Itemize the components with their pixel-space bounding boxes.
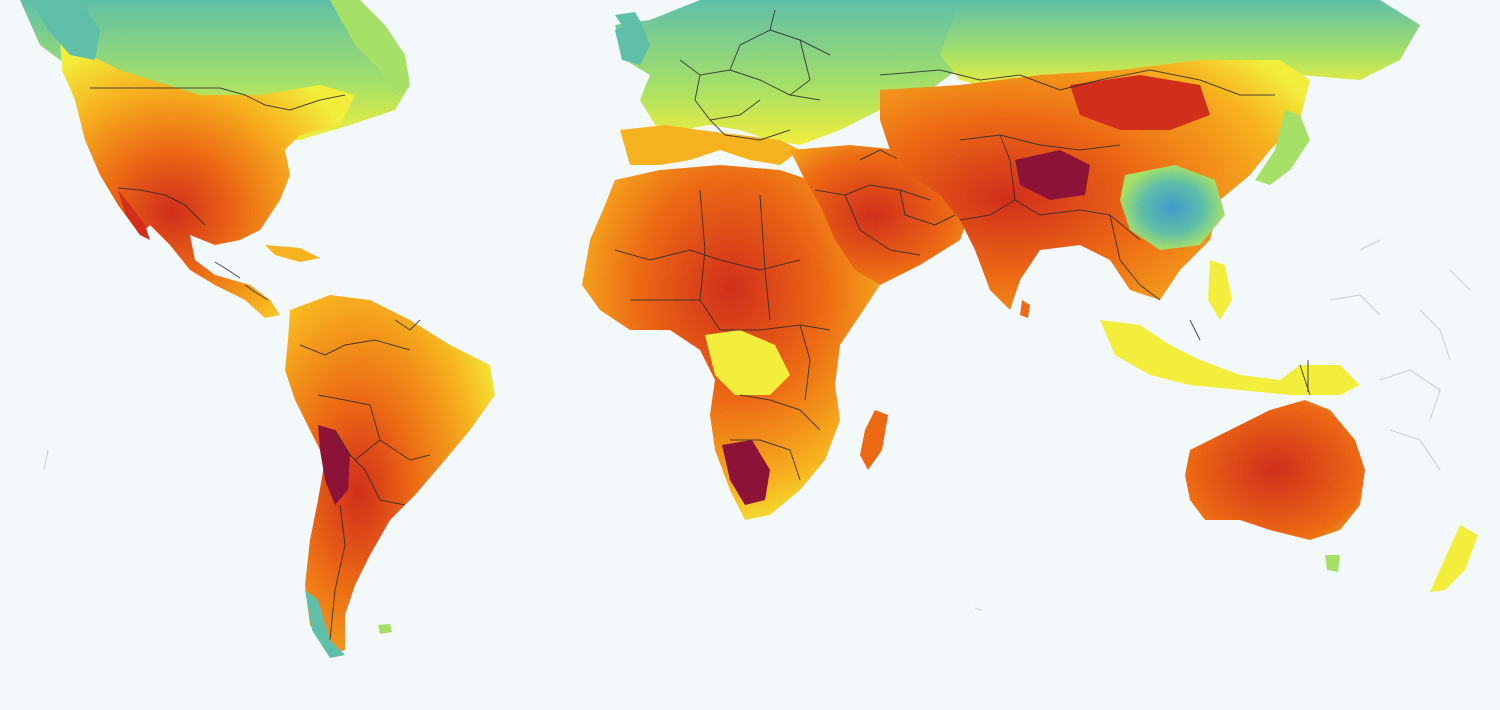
- mongolia-highland-land: [1070, 75, 1210, 130]
- alaska-coast-land: [30, 0, 100, 60]
- usa-canada-border: [90, 87, 346, 111]
- south-america-land: [285, 295, 495, 655]
- asia: [879, 0, 1420, 396]
- iceland-land: [615, 12, 642, 30]
- kalahari-land: [722, 440, 770, 505]
- philippines-land: [1208, 260, 1232, 320]
- tibet-highland-land: [1015, 150, 1090, 200]
- europe: [615, 0, 980, 165]
- tasmania-land: [1325, 555, 1340, 572]
- patagonia-tip-land: [305, 590, 345, 658]
- pacific-island-outlines: [1329, 239, 1471, 471]
- southern-europe-land: [620, 125, 800, 165]
- greenland-edge-land: [330, 0, 410, 95]
- middle-east-borders: [814, 149, 956, 256]
- sri-lanka-land: [1020, 300, 1030, 318]
- oceania: [1185, 239, 1478, 592]
- north-america: [20, 0, 410, 318]
- asia-land: [880, 60, 1310, 310]
- caribbean-islands-land: [265, 245, 320, 262]
- japan-land: [1255, 110, 1310, 185]
- northern-asia-land: [940, 0, 1420, 90]
- new-zealand-land: [1430, 525, 1478, 592]
- africa-borders: [614, 189, 831, 481]
- atlantic-speck: [974, 607, 983, 611]
- central-america-borders: [214, 261, 269, 301]
- minor-islands: [43, 12, 1030, 634]
- australia-land: [1185, 400, 1365, 540]
- south-america: [285, 295, 495, 658]
- usa-mexico-border: [117, 187, 206, 226]
- central-africa-land: [705, 330, 790, 395]
- baja-california-land: [118, 190, 150, 240]
- falklands-land: [378, 624, 392, 634]
- africa: [582, 165, 888, 520]
- south-america-borders: [299, 319, 431, 641]
- north-america-land: [60, 40, 355, 318]
- southeast-asia-islands-land: [1100, 320, 1360, 395]
- madagascar-land: [860, 410, 888, 470]
- southern-china-land: [1120, 165, 1225, 250]
- hawaii-speck: [43, 449, 49, 471]
- andes-highland-land: [318, 425, 350, 505]
- europe-borders: [679, 9, 831, 141]
- europe-land: [615, 0, 980, 145]
- asia-borders: [879, 69, 1311, 396]
- british-isles-land: [615, 20, 650, 65]
